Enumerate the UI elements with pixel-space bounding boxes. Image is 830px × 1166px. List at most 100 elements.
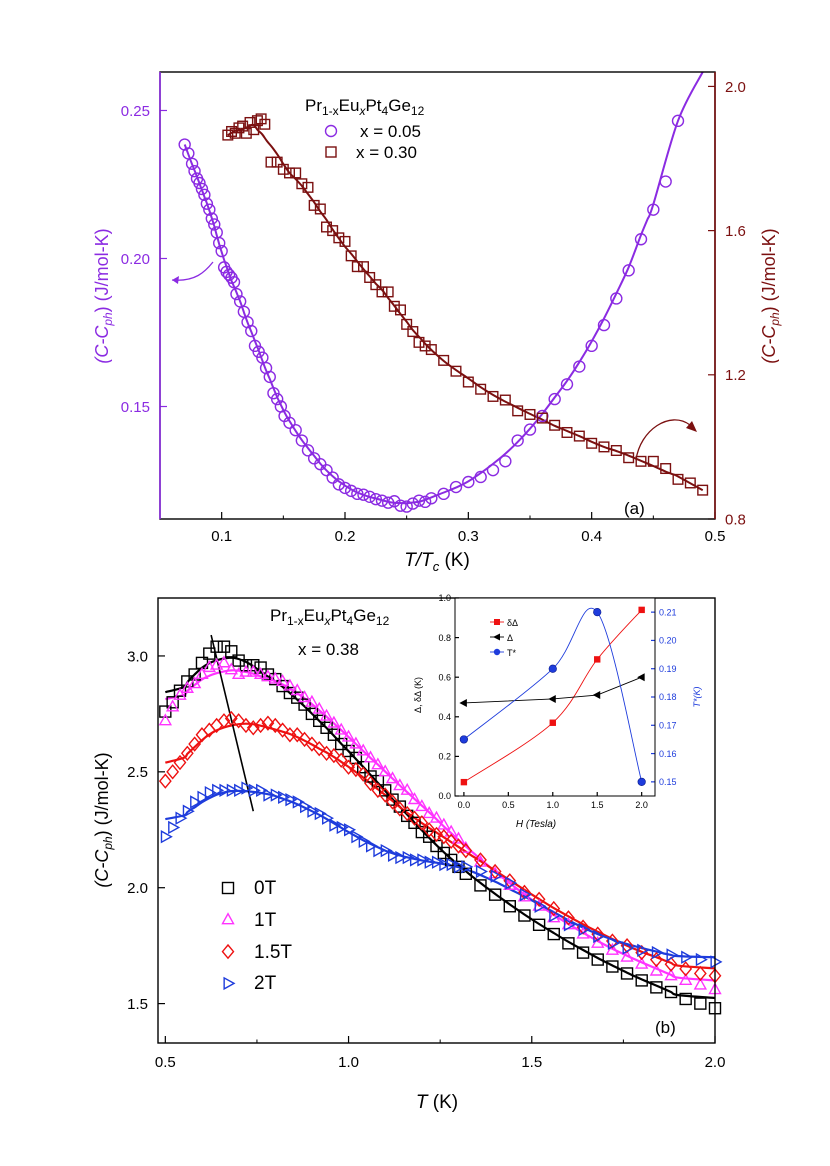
data-point-x030 — [425, 344, 437, 356]
data-point-x030 — [302, 181, 314, 193]
data-point-2T — [475, 864, 488, 879]
data-point-x030 — [388, 300, 400, 312]
data-point-x030 — [660, 463, 672, 475]
data-point-x030 — [684, 477, 696, 489]
inset-point-ddelta — [594, 656, 601, 663]
panel-b-ytick-label: 2.0 — [127, 880, 148, 897]
right-axis-arrow — [635, 419, 691, 461]
data-point-1-5T — [334, 752, 348, 768]
panel-b-x-label: T (K) — [416, 1092, 458, 1113]
data-point-0T — [364, 770, 377, 783]
data-point-1T — [268, 671, 282, 684]
data-point-x005 — [344, 484, 358, 498]
data-point-1-5T — [246, 720, 260, 736]
data-point-2T — [505, 876, 518, 890]
data-point-x030 — [244, 116, 256, 128]
data-point-1T — [349, 736, 363, 749]
data-point-1T — [693, 977, 708, 990]
panel-b-axes: 0.5 1.0 1.5 2.0 1.5 2.0 2.5 3.0 — [127, 648, 725, 1071]
data-point-1-5T — [305, 736, 319, 752]
data-point-2T — [336, 820, 349, 835]
inset-left-ytick-label: 1.0 — [438, 593, 451, 603]
data-point-x030 — [226, 125, 238, 137]
legend-label-2T: 2T — [254, 973, 277, 994]
data-point-2T — [549, 908, 562, 923]
data-point-2T — [204, 785, 217, 800]
inset-point-ddelta — [638, 606, 645, 614]
data-point-1T — [327, 715, 341, 728]
panel-a-axes: 0.1 0.2 0.3 0.4 0.5 0.15 0.20 0.25 0.8 1.2 1.6 2.0 — [121, 79, 746, 545]
inset-legend-marker-ddelta — [494, 619, 500, 625]
data-point-0T — [437, 846, 451, 860]
data-point-1-5T — [276, 722, 290, 738]
inset-legend-marker-delta — [493, 633, 500, 641]
data-point-1-5T — [452, 838, 465, 854]
data-point-1-5T — [547, 900, 561, 917]
data-point-1-5T — [371, 782, 385, 799]
data-point-2T — [212, 783, 225, 798]
data-point-1-5T — [430, 826, 443, 843]
data-point-x030 — [358, 261, 370, 273]
data-point-0T — [400, 809, 414, 823]
inset-point-tstar — [637, 777, 646, 786]
data-point-1-5T — [422, 822, 436, 838]
inset-right-ytick-label: 0.21 — [659, 607, 677, 617]
data-point-1T — [356, 743, 370, 756]
data-point-0T — [159, 705, 172, 718]
data-point-2T — [446, 857, 459, 872]
data-point-0T — [679, 992, 692, 1006]
legend-marker-x005 — [324, 124, 338, 138]
data-point-1T — [576, 926, 590, 939]
data-point-x005 — [659, 175, 672, 188]
data-point-2T — [190, 795, 203, 809]
data-point-1T — [363, 750, 378, 763]
data-point-1T — [591, 935, 605, 948]
data-point-1-5T — [298, 731, 311, 748]
data-point-x005 — [188, 164, 201, 178]
legend-label-0T: 0T — [254, 878, 277, 899]
data-point-1T — [305, 694, 319, 707]
data-point-x005 — [263, 370, 276, 384]
data-point-x030 — [296, 178, 308, 190]
data-point-1T — [239, 664, 253, 677]
data-point-0T — [503, 900, 516, 913]
data-point-2T — [417, 853, 430, 867]
inset-point-ddelta — [549, 719, 556, 726]
data-point-0T — [210, 640, 223, 653]
data-point-x005 — [320, 463, 333, 477]
data-point-0T — [664, 985, 678, 999]
data-point-x005 — [198, 188, 211, 202]
panel-a-right-ytick-label: 1.2 — [725, 367, 746, 384]
data-point-x005 — [185, 157, 199, 170]
data-point-1-5T — [693, 965, 707, 982]
data-point-1T — [664, 968, 678, 981]
data-point-2T — [607, 936, 620, 951]
data-point-x030 — [598, 441, 610, 453]
data-point-x005 — [230, 287, 243, 301]
data-point-x030 — [536, 412, 548, 424]
data-point-1-5T — [224, 710, 238, 727]
data-point-x005 — [400, 500, 413, 513]
data-point-2T — [329, 818, 342, 832]
data-point-0T — [342, 744, 355, 758]
data-point-x005 — [425, 492, 438, 505]
legend-label-1-5T: 1.5T — [254, 942, 292, 963]
data-point-1T — [444, 824, 458, 837]
panel-b-ytick-label: 1.5 — [127, 996, 148, 1013]
data-point-1-5T — [400, 805, 414, 822]
data-point-x005 — [227, 275, 241, 289]
data-point-x030 — [339, 235, 351, 247]
panel-a-right-ytick-label: 0.8 — [725, 511, 746, 528]
panel-b-ytick-label: 2.5 — [127, 764, 148, 781]
data-point-x005 — [412, 494, 426, 507]
data-point-2T — [241, 781, 254, 795]
panel-a-data-points — [178, 113, 709, 513]
data-point-x030 — [512, 405, 524, 417]
data-point-x005 — [200, 197, 214, 210]
data-point-0T — [694, 997, 707, 1010]
data-point-x030 — [345, 250, 357, 262]
data-point-x030 — [561, 426, 573, 438]
data-point-2T — [387, 848, 401, 862]
inset-point-tstar — [459, 735, 468, 744]
data-point-1T — [678, 972, 693, 985]
